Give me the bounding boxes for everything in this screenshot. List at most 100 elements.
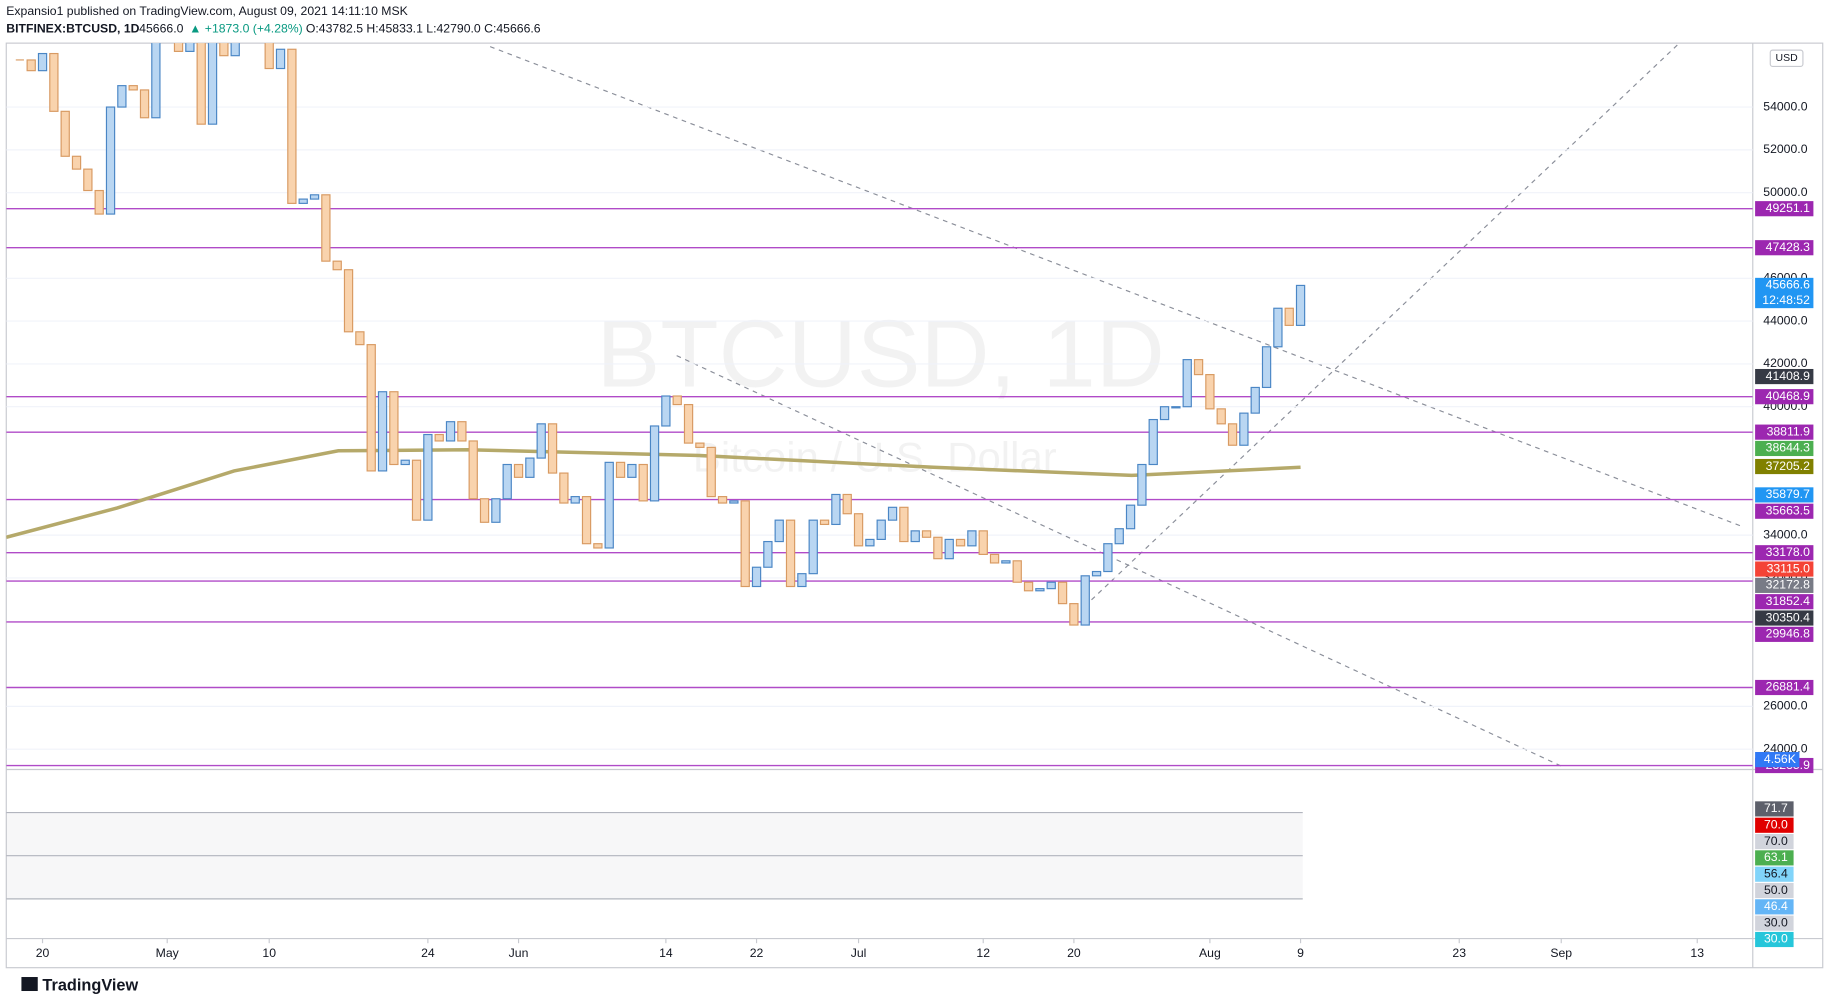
candle — [513, 463, 524, 478]
candle — [366, 344, 376, 472]
y-tick-label: 42000.0 — [1763, 356, 1807, 370]
rsi-tag — [1755, 931, 1794, 948]
price-tag-label: 30350.4 — [1766, 610, 1810, 624]
candle — [355, 331, 365, 346]
rsi-tag-label: 30.0 — [1764, 915, 1788, 929]
rsi-tag-label: 50.0 — [1764, 883, 1788, 897]
candle — [819, 519, 830, 526]
candle — [695, 442, 705, 448]
x-tick-label: 20 — [1067, 946, 1081, 960]
price-tag-label: 45666.6 — [1766, 278, 1810, 292]
rsi-tag — [1755, 899, 1794, 915]
candle — [978, 530, 988, 555]
candle — [763, 540, 773, 568]
candle — [1250, 386, 1260, 414]
rsi-tag-label: 30.0 — [1764, 932, 1788, 946]
candle — [1295, 284, 1306, 326]
candle — [298, 198, 308, 204]
candle — [230, 43, 240, 57]
candle — [604, 461, 614, 549]
x-tick-label: Aug — [1199, 946, 1221, 960]
candle — [717, 496, 728, 504]
x-tick-label: Sep — [1550, 946, 1572, 960]
price-tag-label: 26881.4 — [1766, 680, 1810, 694]
candle — [479, 498, 490, 523]
x-tick-label: 12 — [976, 946, 990, 960]
candle — [1091, 570, 1102, 577]
candle — [638, 463, 648, 502]
candle — [740, 500, 750, 588]
candle — [865, 538, 875, 547]
candle — [933, 536, 943, 560]
rsi-tag-label: 71.7 — [1764, 801, 1788, 815]
candle — [491, 498, 501, 523]
trendline — [1084, 43, 1680, 607]
candle — [921, 530, 932, 538]
candle — [173, 43, 184, 52]
y-tick-label: 24000.0 — [1763, 741, 1807, 755]
price-tag-label: 37205.2 — [1766, 459, 1810, 473]
candle — [468, 440, 478, 500]
y-tick-label: 44000.0 — [1763, 313, 1807, 327]
candle — [1227, 423, 1238, 446]
candle — [1035, 588, 1045, 592]
price-tag-label: 38811.9 — [1767, 424, 1811, 438]
candle — [1273, 307, 1283, 348]
symbol: BITFINEX:BTCUSD, 1D — [6, 21, 139, 35]
rsi-tag — [1755, 882, 1794, 899]
candle — [1012, 560, 1022, 583]
y-tick-label: 54000.0 — [1763, 99, 1807, 113]
candle — [1159, 406, 1170, 421]
candle — [332, 260, 342, 271]
candle — [117, 85, 127, 108]
candle — [808, 519, 818, 575]
candle — [1080, 575, 1090, 626]
candle — [1261, 346, 1272, 389]
candle — [1148, 418, 1158, 466]
candle — [411, 459, 422, 521]
price-tag-label: 47428.3 — [1766, 240, 1810, 254]
candle — [955, 538, 966, 547]
candle — [593, 543, 603, 549]
candle — [536, 423, 546, 459]
candle — [559, 472, 569, 504]
price-tag — [1755, 240, 1814, 256]
candle — [1125, 504, 1136, 530]
y-tick-label: 26000.0 — [1763, 699, 1807, 713]
candle — [887, 506, 898, 521]
volume-tag-label: 4.56K — [1764, 752, 1797, 766]
candle — [627, 463, 637, 478]
change: ▲ +1873.0 (+4.28%) — [189, 21, 302, 35]
candle — [389, 391, 399, 466]
rsi-tag-label: 56.4 — [1764, 866, 1788, 880]
price-tag-label: 33178.0 — [1766, 545, 1810, 559]
x-tick-label: 23 — [1452, 946, 1466, 960]
price-tag — [1755, 577, 1814, 593]
price-tag-label: 38644.3 — [1766, 441, 1810, 455]
candle — [1239, 412, 1249, 446]
candle — [967, 530, 977, 547]
price-tag — [1755, 487, 1814, 503]
currency-box[interactable] — [1769, 49, 1804, 68]
rsi-tag — [1755, 915, 1794, 931]
y-tick-label: 50000.0 — [1763, 185, 1807, 199]
candle — [219, 43, 229, 57]
candle — [71, 155, 82, 170]
candle — [774, 519, 784, 543]
price-tag-label: 35663.5 — [1766, 503, 1810, 517]
candle — [60, 110, 70, 157]
rsi-tag — [1755, 833, 1794, 850]
candle — [1171, 406, 1181, 409]
candle — [377, 391, 388, 472]
rsi-tag-label: 46.4 — [1764, 899, 1788, 913]
price-tag — [1755, 389, 1814, 405]
candle — [989, 553, 1000, 564]
brand: TradingView — [42, 977, 138, 995]
price-tag — [1755, 561, 1814, 577]
candle — [287, 48, 297, 204]
candle — [1114, 528, 1124, 545]
price-tag — [1755, 594, 1814, 610]
countdown: 12:48:52 — [1762, 293, 1810, 307]
price-tag — [1755, 545, 1814, 561]
candle — [899, 506, 909, 543]
